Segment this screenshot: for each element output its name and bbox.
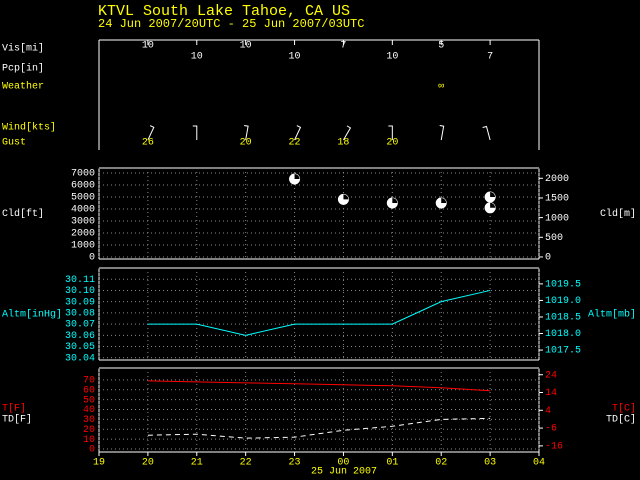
- y-tick-label: 0: [89, 445, 95, 456]
- y-tick-label: 30.04: [65, 353, 95, 364]
- wind-barb: [294, 125, 302, 141]
- row-value: ∞: [438, 82, 444, 93]
- y2-label: Altm[mb]: [588, 309, 636, 321]
- series-name: TD[F]: [2, 414, 32, 426]
- row-value: 20: [240, 138, 252, 149]
- row-value: 5: [438, 41, 444, 52]
- y2-tick-label: 1000: [545, 213, 569, 224]
- x-label: 25 Jun 2007: [311, 467, 377, 478]
- row-value: 18: [337, 138, 349, 149]
- row-value: 20: [386, 138, 398, 149]
- x-tick-label: 03: [484, 458, 496, 469]
- y-tick-label: 3000: [71, 217, 95, 228]
- series-line: [147, 417, 491, 439]
- y2-tick-label: 24: [545, 370, 557, 381]
- row-value: 7: [487, 52, 493, 63]
- subtitle: 24 Jun 2007/20UTC - 25 Jun 2007/03UTC: [98, 17, 364, 31]
- wind-barb: [244, 125, 249, 141]
- cloud-cover: [441, 198, 447, 204]
- wind-barb: [192, 125, 198, 140]
- y-tick-label: 30.08: [65, 309, 95, 320]
- x-tick-label: 02: [435, 458, 447, 469]
- wind-barb: [388, 125, 393, 140]
- y-tick-label: 40: [83, 405, 95, 416]
- y2-tick-label: -6: [545, 424, 557, 435]
- wind-barb: [439, 125, 445, 141]
- y-tick-label: 0: [89, 253, 95, 264]
- y-tick-label: 7000: [71, 169, 95, 180]
- y-tick-label: 60: [83, 385, 95, 396]
- x-tick-label: 20: [142, 458, 154, 469]
- x-tick-label: 04: [533, 458, 545, 469]
- y-tick-label: 2000: [71, 229, 95, 240]
- y2-label: Cld[m]: [600, 208, 636, 220]
- x-tick-label: 22: [240, 458, 252, 469]
- x-tick-label: 00: [337, 458, 349, 469]
- x-tick-label: 23: [289, 458, 301, 469]
- y-tick-label: 30.09: [65, 297, 95, 308]
- row-value: 26: [142, 138, 154, 149]
- cloud-cover: [392, 198, 398, 204]
- y2-tick-label: 4: [545, 406, 551, 417]
- y2-tick-label: -16: [545, 442, 563, 453]
- y2-tick-label: 0: [545, 253, 551, 264]
- cloud-cover: [294, 174, 300, 180]
- y2-tick-label: 1018.0: [545, 329, 581, 340]
- row-value: 22: [289, 138, 301, 149]
- row-value: 10: [289, 52, 301, 63]
- cloud-cover: [490, 192, 496, 198]
- series-name: T[F]: [2, 403, 26, 415]
- row-label: Pcp[in]: [2, 63, 44, 75]
- title: KTVL South Lake Tahoe, CA US: [98, 3, 350, 20]
- x-tick-label: 01: [386, 458, 398, 469]
- cloud-cover: [490, 202, 496, 208]
- row-label: Wind[kts]: [2, 122, 56, 134]
- y-tick-label: 30.11: [65, 275, 95, 286]
- y-tick-label: 50: [83, 395, 95, 406]
- wind-barb: [147, 125, 155, 141]
- y-tick-label: 6000: [71, 181, 95, 192]
- y2-tick-label: 1019.0: [545, 296, 581, 307]
- cloud-cover: [343, 194, 349, 200]
- y-tick-label: 30.07: [65, 320, 95, 331]
- y2-tick-label: 1017.5: [545, 346, 581, 357]
- y-tick-label: 30.05: [65, 342, 95, 353]
- y-tick-label: 10: [83, 435, 95, 446]
- row-value: 10: [386, 52, 398, 63]
- series-line: [147, 289, 491, 336]
- y-tick-label: 30.06: [65, 331, 95, 342]
- wind-barb: [482, 125, 491, 141]
- series-y2-name: T[C]: [612, 403, 636, 415]
- series-y2-name: TD[C]: [606, 414, 636, 426]
- y-tick-label: 70: [83, 375, 95, 386]
- y-tick-label: 4000: [71, 205, 95, 216]
- y2-tick-label: 2000: [545, 174, 569, 185]
- row-value: 7: [340, 41, 346, 52]
- y-tick-label: 1000: [71, 241, 95, 252]
- row-value: 10: [142, 41, 154, 52]
- x-tick-label: 21: [191, 458, 203, 469]
- wind-barb: [343, 125, 352, 141]
- y2-tick-label: 1500: [545, 194, 569, 205]
- y2-tick-label: 14: [545, 388, 557, 399]
- row-label: Gust: [2, 138, 26, 149]
- series-line: [147, 380, 491, 392]
- y2-tick-label: 1019.5: [545, 280, 581, 291]
- row-value: 10: [191, 52, 203, 63]
- x-tick-label: 19: [93, 458, 105, 469]
- y-label: Cld[ft]: [2, 208, 44, 220]
- y-tick-label: 20: [83, 425, 95, 436]
- row-label: Weather: [2, 81, 44, 93]
- y-tick-label: 30.10: [65, 286, 95, 297]
- y-tick-label: 30: [83, 415, 95, 426]
- y-label: Altm[inHg]: [2, 309, 62, 321]
- row-value: 10: [240, 41, 252, 52]
- row-label: Vis[mi]: [2, 43, 44, 55]
- y-tick-label: 5000: [71, 193, 95, 204]
- y2-tick-label: 1018.5: [545, 313, 581, 324]
- y2-tick-label: 500: [545, 233, 563, 244]
